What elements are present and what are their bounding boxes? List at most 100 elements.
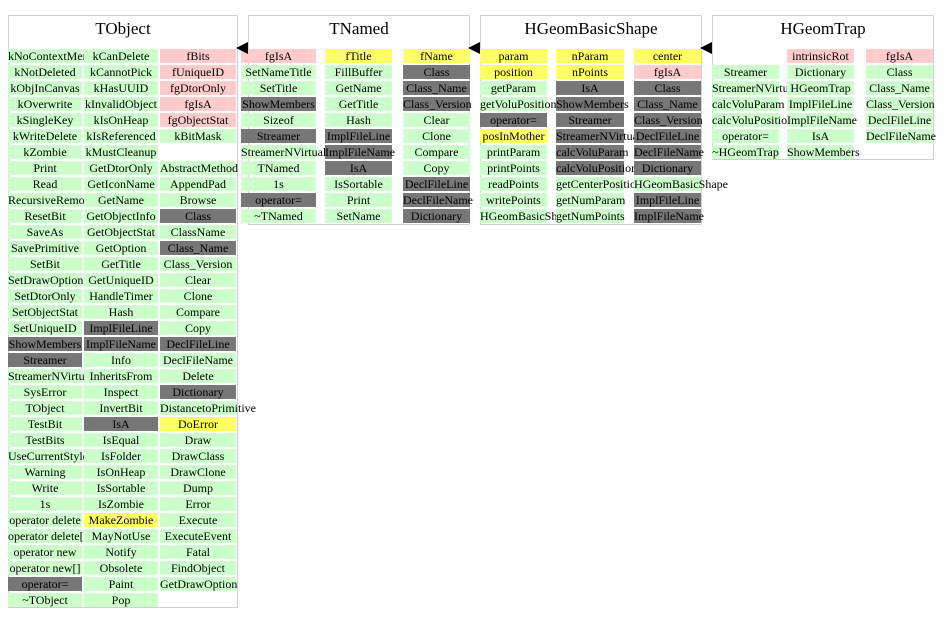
member-cell: Browse: [160, 193, 236, 207]
member-cell: Streamer: [556, 113, 624, 127]
member-cell: Paint: [84, 577, 158, 591]
member-cell: Clone: [403, 129, 470, 143]
member-cell: SetDtorOnly: [8, 289, 82, 303]
class-title: TObject: [95, 19, 151, 38]
member-cell: MakeZombie: [84, 513, 158, 527]
member-cell: readPoints: [480, 177, 547, 191]
member-cell: DrawClass: [160, 449, 236, 463]
member-cell: ClassName: [160, 225, 236, 239]
member-cell: Dictionary: [160, 385, 236, 399]
member-cell: IsZombie: [84, 497, 158, 511]
member-cell: ~HGeomTrap: [712, 145, 779, 159]
member-cell: IsFolder: [84, 449, 158, 463]
member-cell: Info: [84, 353, 158, 367]
member-cell: SysError: [8, 385, 82, 399]
member-cell: IsA: [325, 161, 392, 175]
member-cell: GetObjectInfo: [84, 209, 158, 223]
member-cell: fgIsA: [160, 97, 236, 111]
member-cell: kNoContextMenu: [8, 49, 95, 63]
member-cell: SetDrawOption: [8, 273, 84, 287]
member-cell: ImplFileLine: [634, 193, 701, 207]
member-cell: Class_Version: [866, 97, 935, 111]
member-cell: position: [480, 65, 547, 79]
member-cell: calcVoluParam: [556, 145, 629, 159]
member-cell: getVoluPosition: [480, 97, 557, 111]
member-cell: HGeomBasicShape: [634, 177, 728, 191]
member-cell: SetBit: [8, 257, 82, 271]
member-cell: SetName: [325, 209, 392, 223]
member-cell: Streamer: [241, 129, 316, 143]
member-cell: operator new[]: [8, 561, 82, 575]
member-cell: ShowMembers: [241, 97, 316, 111]
member-cell: kObjInCanvas: [8, 81, 82, 95]
member-cell: StreamerNVirtual: [241, 145, 327, 159]
member-cell: DeclFileLine: [634, 129, 701, 143]
member-cell: FindObject: [160, 561, 236, 575]
member-cell: ImplFileName: [787, 113, 857, 127]
member-cell: StreamerNVirtual: [712, 81, 798, 95]
member-cell: fgObjectStat: [160, 113, 236, 127]
member-cell: GetUniqueID: [84, 273, 158, 287]
member-cell: ExecuteEvent: [160, 529, 236, 543]
member-cell: Error: [160, 497, 236, 511]
member-cell: Hash: [84, 305, 158, 319]
member-cell: Read: [8, 177, 82, 191]
member-cell: ImplFileLine: [84, 321, 158, 335]
member-cell: Clear: [160, 273, 236, 287]
member-cell: calcVoluPosition: [556, 161, 638, 175]
class-title: TNamed: [329, 19, 389, 38]
member-cell: DeclFileName: [634, 145, 704, 159]
member-cell: operator=: [8, 577, 82, 591]
member-cell: ~TNamed: [241, 209, 316, 223]
member-cell: IsA: [84, 417, 158, 431]
member-cell: fName: [403, 49, 470, 63]
member-cell: Class_Version: [634, 113, 703, 127]
member-cell: Dump: [160, 481, 236, 495]
member-cell: IsA: [556, 81, 624, 95]
member-cell: GetName: [84, 193, 158, 207]
member-cell: center: [634, 49, 701, 63]
member-cell: kCannotPick: [84, 65, 158, 79]
member-cell: intrinsicRot: [787, 49, 854, 63]
class-title: HGeomTrap: [780, 19, 866, 38]
member-cell: Fatal: [160, 545, 236, 559]
member-cell: DeclFileName: [866, 129, 936, 143]
member-cell: Class: [403, 65, 470, 79]
member-cell: DeclFileLine: [160, 337, 236, 351]
member-cell: GetOption: [84, 241, 158, 255]
member-cell: GetName: [325, 81, 392, 95]
member-cell: fTitle: [325, 49, 392, 63]
member-cell: Sizeof: [241, 113, 316, 127]
inheritance-arrow-icon: [468, 42, 480, 54]
member-cell: writePoints: [480, 193, 547, 207]
member-cell: fUniqueID: [160, 65, 236, 79]
member-cell: getNumParam: [556, 193, 626, 207]
member-cell: Obsolete: [84, 561, 158, 575]
member-cell: TestBits: [8, 433, 82, 447]
member-cell: ShowMembers: [8, 337, 82, 351]
member-cell: FillBuffer: [325, 65, 392, 79]
member-cell: Pop: [84, 593, 158, 607]
member-cell: IsA: [787, 129, 854, 143]
member-cell: IsSortable: [325, 177, 392, 191]
member-cell: AppendPad: [160, 177, 236, 191]
member-cell: Dictionary: [634, 161, 701, 175]
member-cell: param: [480, 49, 547, 63]
member-cell: kWriteDelete: [8, 129, 82, 143]
member-cell: DrawClone: [160, 465, 236, 479]
member-cell: Streamer: [8, 353, 82, 367]
member-cell: kSingleKey: [8, 113, 82, 127]
member-cell: Streamer: [712, 65, 779, 79]
member-cell: operator delete: [8, 513, 82, 527]
member-cell: kBitMask: [160, 129, 236, 143]
member-cell: SetNameTitle: [241, 65, 316, 79]
member-cell: Print: [325, 193, 392, 207]
member-cell: ImplFileLine: [787, 97, 854, 111]
member-cell: ShowMembers: [556, 97, 629, 111]
member-cell: InvertBit: [84, 401, 158, 415]
member-cell: 1s: [8, 497, 82, 511]
member-cell: operator=: [712, 129, 779, 143]
member-cell: DeclFileName: [160, 353, 236, 367]
member-cell: posInMother: [480, 129, 547, 143]
member-cell: GetDtorOnly: [84, 161, 158, 175]
